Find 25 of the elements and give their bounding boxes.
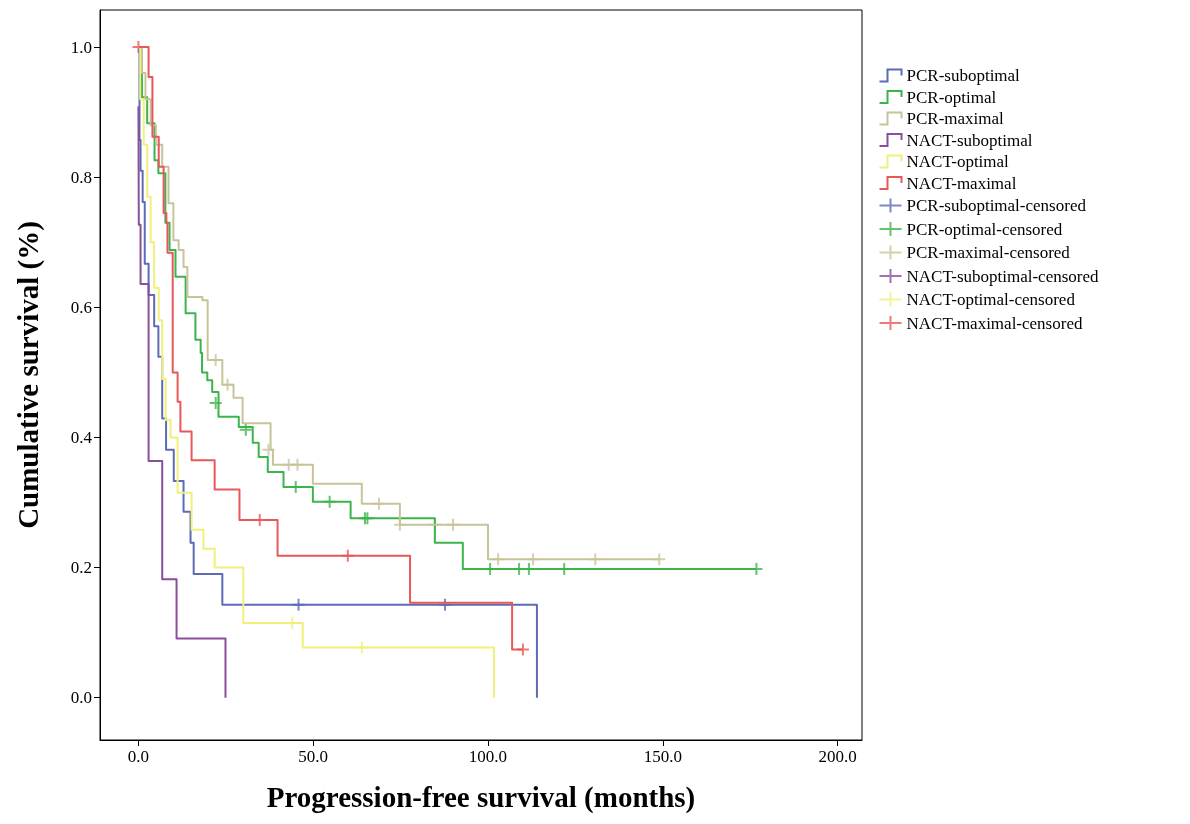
x-tick-label: 100.0 [468,747,508,766]
legend-label: PCR-maximal [906,109,1005,128]
x-tick-label: 150.0 [643,747,682,766]
y-tick-label: 0.4 [70,427,93,447]
x-tick-label: 50.0 [298,747,329,766]
y-tick-label: 1.0 [70,37,92,57]
legend-label: NACT-optimal-censored [906,290,1076,309]
legend-label: PCR-suboptimal [906,66,1021,85]
legend-label: NACT-suboptimal [906,130,1033,150]
x-tick-label: 0.0 [127,747,150,766]
legend-label: PCR-maximal-censored [906,243,1071,262]
legend-label: NACT-maximal [906,173,1017,193]
y-tick-label: 0.8 [70,167,92,187]
y-tick-label: 0.6 [70,297,92,317]
legend-label: NACT-maximal-censored [906,313,1083,333]
legend-label: NACT-suboptimal-censored [906,266,1100,286]
y-tick-label: 0.0 [70,688,92,708]
y-axis-title: Cumulative survival (%) [11,221,45,529]
legend-label: PCR-suboptimal-censored [906,196,1087,215]
legend-label: PCR-optimal [906,87,997,107]
legend-label: NACT-optimal [906,152,1010,171]
x-tick-label: 200.0 [818,747,857,766]
x-axis-title: Progression-free survival (months) [266,780,696,814]
y-tick-label: 0.2 [70,558,92,578]
legend-label: PCR-optimal-censored [906,219,1063,239]
